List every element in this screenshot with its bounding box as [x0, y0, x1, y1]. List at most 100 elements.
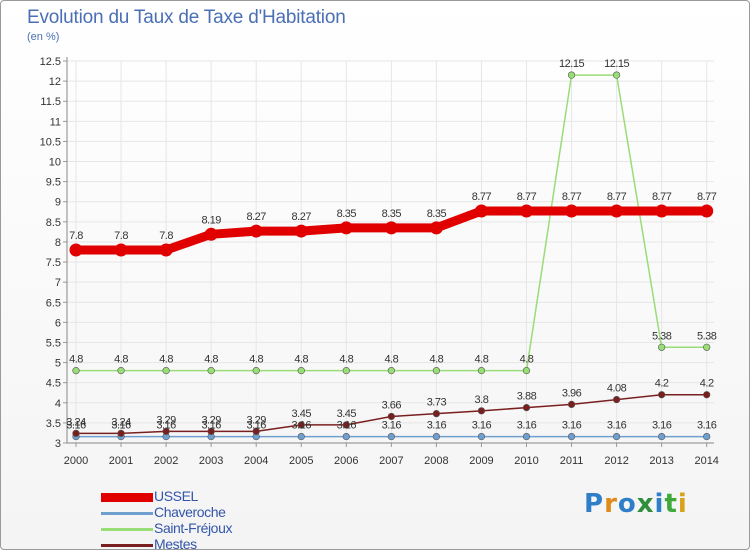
data-label: 7.8 — [69, 230, 83, 242]
data-label: 3.8 — [475, 394, 489, 406]
data-point — [72, 429, 80, 437]
data-point — [387, 412, 395, 421]
data-point — [117, 367, 125, 375]
y-tick-label: 3.5 — [46, 418, 61, 430]
data-point — [477, 432, 486, 441]
legend-label: USSEL — [154, 488, 198, 504]
data-label: 4.8 — [249, 354, 263, 366]
data-label: 7.8 — [159, 230, 173, 242]
data-point — [700, 204, 714, 218]
y-tick-label: 7.5 — [46, 257, 61, 269]
data-point — [658, 432, 666, 441]
data-label: 3.16 — [201, 420, 221, 432]
y-tick-label: 11.5 — [40, 96, 61, 108]
legend-swatch — [101, 543, 153, 547]
data-label: 3.16 — [382, 420, 402, 432]
data-point — [297, 421, 305, 429]
data-point — [474, 204, 488, 218]
data-label: 3.29 — [156, 414, 176, 426]
logo-letter: x — [636, 489, 655, 519]
chart-unit-label: (en %) — [27, 31, 60, 43]
data-label: 7.8 — [114, 230, 128, 242]
data-label: 8.35 — [427, 208, 447, 220]
data-label: 3.16 — [156, 420, 176, 432]
data-label: 12.15 — [604, 58, 629, 70]
data-point — [204, 227, 218, 241]
legend-swatch — [101, 492, 153, 502]
data-point — [703, 391, 711, 399]
data-label: 5.38 — [697, 330, 717, 342]
legend-swatch — [101, 527, 153, 531]
data-label: 3.24 — [111, 416, 131, 428]
y-tick-label: 4.5 — [46, 378, 61, 390]
x-tick-label: 2002 — [154, 455, 178, 467]
y-tick-label: 6 — [55, 317, 61, 329]
data-label: 3.29 — [246, 414, 266, 426]
x-tick-label: 2008 — [424, 455, 448, 467]
data-label: 8.77 — [607, 191, 627, 203]
y-tick-label: 6.5 — [46, 297, 61, 309]
data-point — [567, 400, 576, 408]
data-label: 4.8 — [204, 354, 218, 366]
data-point — [384, 221, 398, 235]
data-label: 3.16 — [427, 420, 447, 432]
data-label: 4.8 — [114, 354, 128, 366]
data-label: 3.16 — [111, 420, 131, 432]
data-label: 5.38 — [652, 330, 672, 342]
y-tick-label: 9.5 — [46, 177, 61, 189]
data-point — [387, 367, 395, 375]
y-tick-label: 5 — [55, 358, 61, 370]
data-label: 4.8 — [69, 354, 83, 366]
data-label: 3.16 — [472, 420, 492, 432]
data-label: 8.77 — [697, 191, 717, 203]
data-point — [207, 427, 215, 435]
data-point — [252, 367, 260, 375]
data-point — [567, 71, 576, 79]
data-point — [610, 204, 624, 218]
data-label: 4.8 — [294, 354, 308, 366]
data-point — [703, 343, 711, 351]
data-point — [432, 410, 441, 418]
data-point — [477, 407, 486, 415]
data-label: 3.24 — [66, 416, 86, 428]
x-tick-label: 2004 — [244, 455, 268, 467]
data-point — [520, 204, 533, 218]
data-label: 3.16 — [517, 420, 537, 432]
x-tick-label: 2001 — [109, 455, 133, 467]
data-point — [565, 204, 579, 218]
data-label: 12.15 — [559, 58, 584, 70]
data-point — [655, 204, 669, 218]
data-label: 3.16 — [562, 420, 582, 432]
data-point — [162, 367, 170, 375]
chart-title: Evolution du Taux de Taxe d'Habitation — [27, 7, 346, 28]
x-tick-label: 2006 — [334, 455, 358, 467]
data-point — [339, 221, 353, 235]
data-label: 8.27 — [246, 211, 266, 223]
x-tick-label: 2005 — [289, 455, 313, 467]
data-point — [342, 367, 350, 375]
y-tick-label: 12.5 — [40, 56, 61, 68]
y-tick-label: 10.5 — [40, 136, 61, 148]
data-label: 8.19 — [201, 214, 221, 226]
data-point — [297, 432, 305, 441]
data-label: 3.16 — [697, 420, 717, 432]
data-label: 8.77 — [562, 191, 582, 203]
x-tick-label: 2011 — [560, 455, 584, 467]
data-point — [432, 432, 441, 441]
data-label: 8.27 — [292, 211, 312, 223]
legend-label: Mestes — [154, 536, 197, 550]
data-point — [658, 391, 666, 399]
data-point — [477, 367, 486, 375]
data-label: 4.8 — [159, 354, 173, 366]
y-tick-label: 4 — [55, 398, 61, 410]
x-tick-label: 2000 — [64, 455, 88, 467]
data-label: 4.08 — [607, 383, 627, 395]
data-point — [342, 432, 350, 441]
proxiti-logo: Proxiti — [584, 489, 688, 519]
data-point — [72, 367, 80, 375]
data-point — [252, 427, 260, 435]
y-tick-label: 8 — [55, 237, 61, 249]
y-tick-label: 12 — [49, 76, 61, 88]
logo-letter: t — [664, 489, 678, 519]
